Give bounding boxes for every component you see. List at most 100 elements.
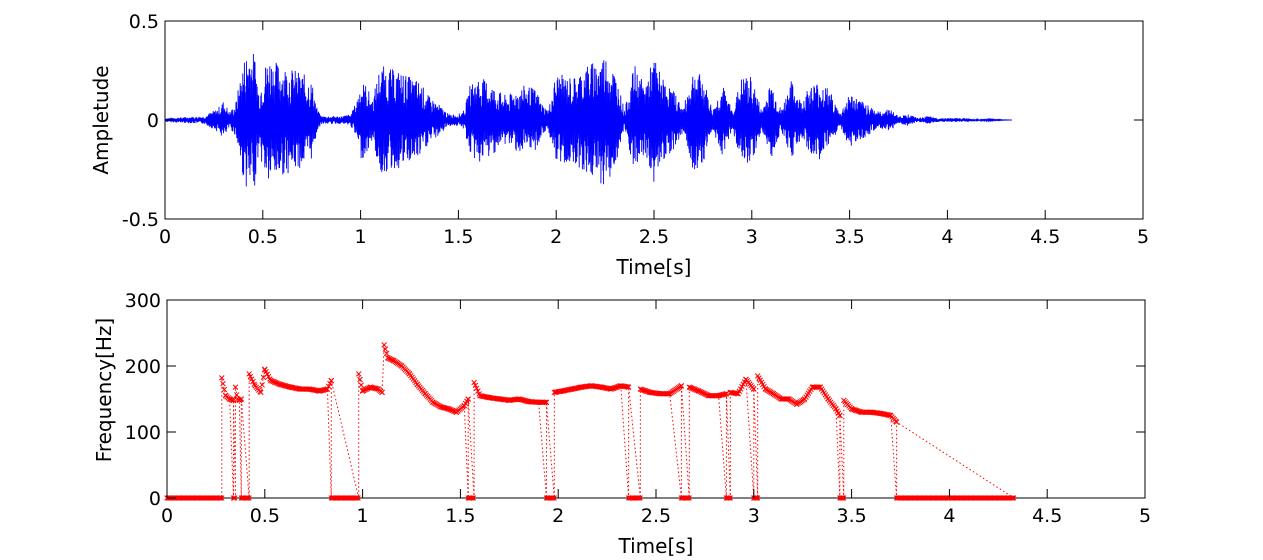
x-tick-label: 0: [161, 505, 173, 527]
unvoiced-marker: [637, 495, 643, 501]
pitch-marker: [722, 391, 728, 397]
pitch-marker: [357, 376, 363, 383]
pitch-marker: [259, 382, 265, 388]
unvoiced-marker: [218, 495, 225, 501]
unvoiced-marker: [754, 495, 761, 501]
pitch-marker: [723, 390, 730, 397]
pitch-subplot: 0 0.5 1 1.5 2 2.5 3 3.5 4 4.5 5 0 100 200 300 Time[s]…: [92, 290, 1151, 558]
pitch-marker: [233, 392, 240, 398]
pitch-marker: [221, 386, 228, 393]
unvoiced-marker: [217, 495, 224, 501]
x-tick-label: 0.5: [248, 226, 278, 248]
y-tick-label: 100: [125, 422, 161, 444]
unvoiced-marker: [685, 495, 691, 501]
pitch-marker: [355, 371, 362, 377]
y-tick-label: 0: [147, 110, 159, 132]
y-tick-label: 0: [149, 488, 161, 510]
pitch-y-axis-label: Frequency[Hz]: [92, 318, 116, 462]
pitch-marker: [471, 379, 477, 386]
pitch-marker: [381, 342, 387, 348]
waveform-x-axis-label: Time[s]: [616, 255, 692, 279]
waveform-subplot: 0 0.5 1 1.5 2 2.5 3 3.5 4 4.5 5 -0.500.5 Time[s] A…: [89, 11, 1149, 279]
unvoiced-marker: [636, 495, 642, 501]
waveform-y-ticks: -0.5 0 0.5: [122, 11, 1143, 231]
unvoiced-marker: [355, 495, 361, 501]
pitch-marker: [472, 382, 479, 389]
waveform-series: [164, 53, 1012, 187]
unvoiced-marker: [246, 495, 252, 501]
unvoiced-marker: [230, 495, 237, 501]
pitch-x-axis-label: Time[s]: [618, 534, 694, 558]
pitch-marker: [219, 375, 225, 381]
pitch-marker: [238, 396, 245, 402]
waveform-y-axis-label: Ampletude: [89, 65, 113, 174]
unvoiced-marker: [727, 495, 733, 501]
pitch-marker: [328, 377, 335, 384]
pitch-marker: [625, 384, 632, 390]
unvoiced-marker: [244, 495, 251, 501]
unvoiced-marker: [753, 495, 760, 501]
pitch-marker: [542, 399, 548, 406]
x-tick-label: 3: [746, 226, 758, 248]
unvoiced-marker: [353, 495, 360, 501]
pitch-marker: [382, 346, 389, 352]
x-tick-label: 4: [943, 505, 955, 527]
unvoiced-marker: [726, 495, 732, 501]
unvoiced-marker: [1010, 495, 1017, 501]
x-tick-label: 5: [1137, 226, 1149, 248]
unvoiced-marker: [550, 495, 556, 501]
pitch-marker: [327, 380, 333, 387]
pitch-marker: [751, 386, 757, 392]
pitch-series: [164, 342, 1017, 501]
unvoiced-marker: [551, 495, 557, 501]
waveform-line: [164, 53, 1012, 187]
x-tick-label: 3: [748, 505, 760, 527]
x-tick-label: 1.5: [443, 226, 473, 248]
unvoiced-marker: [686, 495, 692, 501]
waveform-x-ticks: 0 0.5 1 1.5 2 2.5 3 3.5 4 4.5 5: [159, 21, 1149, 248]
x-tick-label: 2: [552, 505, 564, 527]
x-tick-label: 4.5: [1030, 226, 1060, 248]
pitch-marker: [543, 399, 550, 406]
pitch-marker: [624, 384, 630, 390]
pitch-marker: [258, 389, 264, 396]
x-tick-label: 2.5: [639, 226, 669, 248]
pitch-marker: [358, 382, 364, 388]
x-tick-label: 4.5: [1032, 505, 1062, 527]
x-tick-label: 1: [355, 226, 367, 248]
x-tick-label: 1: [357, 505, 369, 527]
x-tick-label: 5: [1139, 505, 1151, 527]
pitch-marker: [232, 384, 239, 390]
pitch-marker: [220, 380, 226, 387]
x-tick-label: 3.5: [834, 226, 864, 248]
pitch-marker: [324, 386, 331, 392]
pitch-marker: [465, 396, 471, 402]
unvoiced-marker: [840, 495, 847, 501]
x-tick-label: 0: [159, 226, 171, 248]
x-tick-label: 1.5: [445, 505, 475, 527]
x-tick-label: 4: [941, 226, 953, 248]
pitch-marker: [374, 385, 380, 392]
x-tick-label: 3.5: [836, 505, 866, 527]
pitch-axes-frame: [166, 299, 1146, 499]
pitch-x-ticks: 0 0.5 1 1.5 2 2.5 3 3.5 4 4.5 5: [161, 300, 1151, 527]
pitch-marker: [893, 419, 900, 425]
pitch-marker: [229, 397, 235, 403]
unvoiced-marker: [1009, 495, 1016, 501]
unvoiced-marker: [839, 495, 846, 501]
unvoiced-marker: [470, 495, 477, 501]
pitch-marker: [325, 383, 332, 390]
pitch-marker: [837, 412, 843, 419]
y-tick-label: -0.5: [122, 209, 159, 231]
pitch-marker: [251, 381, 257, 387]
pitch-marker: [379, 389, 385, 396]
pitch-marker: [678, 383, 685, 389]
y-tick-label: 300: [125, 290, 161, 312]
unvoiced-marker: [469, 495, 475, 501]
x-tick-label: 2: [550, 226, 562, 248]
pitch-marker: [230, 397, 237, 404]
pitch-marker: [383, 350, 390, 357]
unvoiced-marker: [232, 495, 238, 501]
y-tick-label: 200: [125, 356, 161, 378]
